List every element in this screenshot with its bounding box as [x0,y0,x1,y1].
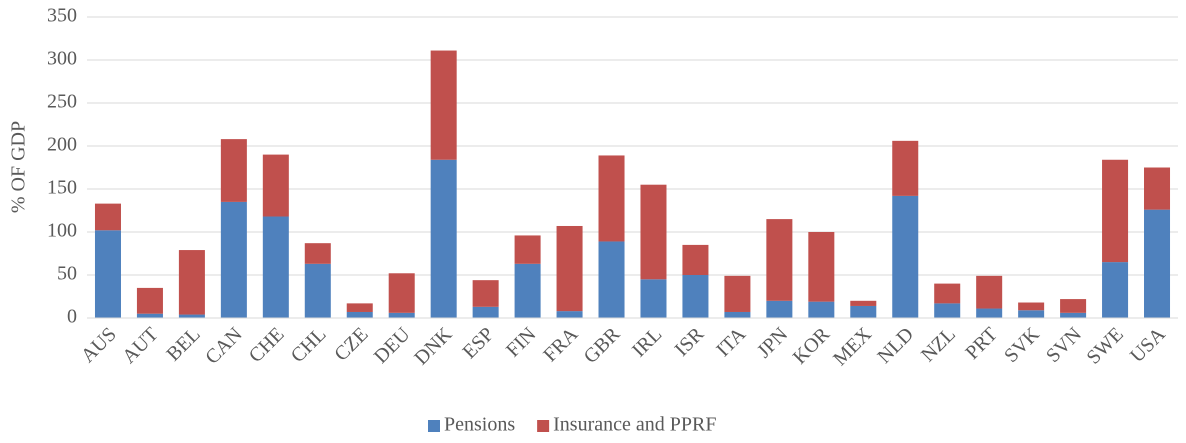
legend-label: Pensions [444,414,515,436]
bar-segment [724,275,751,312]
bar-segment [94,203,121,231]
bar-segment [472,280,499,307]
y-tick-label: 300 [47,48,77,70]
x-tick-label: ESP [458,323,498,363]
bar-segment [1144,167,1171,210]
x-tick-label: GBR [580,323,625,368]
y-tick-label: 150 [47,177,77,199]
bar-segment [892,195,919,318]
x-tick-label: IRL [628,323,666,361]
legend-label: Insurance and PPRF [553,414,716,436]
x-tick-label: KOR [789,323,835,369]
y-axis-label: % OF GDP [8,121,30,213]
x-tick-label: AUS [77,323,121,367]
x-tick-label: CHE [245,323,289,367]
bar-segment [220,139,247,202]
x-tick-label: BEL [162,323,204,365]
x-tick-label: USA [1126,323,1170,367]
bar-segment [388,273,415,313]
x-tick-label: SVN [1042,323,1086,367]
x-tick-label: DEU [370,323,415,368]
bar-segment [1060,312,1087,318]
bar-segment [682,244,709,275]
bar-segment [1144,209,1171,318]
bar-segment [766,300,793,318]
x-tick-label: DNK [410,323,457,370]
legend-swatch [537,420,550,432]
bar-segment [892,140,919,196]
bar-segment [430,50,457,160]
x-tick-label: NLD [873,323,918,368]
y-tick-label: 0 [67,306,77,328]
x-tick-label: PRT [961,323,1002,364]
bar-segment [388,312,415,318]
bar-segment [682,275,709,318]
bar-segment [514,263,541,318]
bar-segment [1102,262,1129,318]
bar-segment [346,303,373,312]
bar-segment [976,308,1003,318]
y-tick-label: 250 [47,91,77,113]
bar-segment [430,159,457,318]
x-tick-label: CHL [287,323,331,367]
bar-segment [178,314,205,318]
bar-segment [850,305,877,318]
bar-segment [1018,302,1045,311]
bar-segment [934,283,961,304]
y-tick-label: 50 [57,263,77,285]
y-tick-label: 100 [47,220,77,242]
x-tick-label: SWE [1082,323,1127,368]
bar-segment [640,184,667,280]
x-tick-label: FIN [502,323,540,361]
bar-segment [640,279,667,318]
bar-segment [1060,299,1087,313]
bar-segment [598,241,625,318]
bar-segment [598,155,625,242]
bar-segment [262,154,289,217]
bar-segment [808,232,835,302]
x-tick-label: ISR [671,323,709,361]
bar-segment [766,219,793,301]
x-tick-label: FRA [539,323,582,366]
bar-segment [514,235,541,264]
x-tick-label: CZE [330,323,372,365]
bar-segment [976,275,1003,309]
x-tick-label: AUT [118,323,163,368]
bar-segment [136,287,163,314]
x-tick-label: ITA [712,323,750,361]
bar-segment [556,311,583,318]
bar-segment [1018,310,1045,318]
bar-segment [808,301,835,318]
bar-segment [304,263,331,318]
bar-segment [136,313,163,318]
bar-segment [934,303,961,318]
x-tick-label: JPN [753,323,792,362]
bar-segment [556,225,583,312]
bar-segment [724,311,751,318]
legend-swatch [428,420,440,432]
x-tick-label: NZL [917,323,960,366]
y-tick-label: 200 [47,134,77,156]
x-tick-label: MEX [829,323,876,370]
x-tick-label: SVK [1000,323,1044,367]
bar-segment [178,250,205,315]
bar-segment [304,243,331,264]
bar-segment [94,230,121,318]
bar-segment [1102,159,1129,263]
bar-segment [472,306,499,318]
bar-segment [850,300,877,306]
y-tick-label: 350 [47,5,77,27]
bar-segment [346,311,373,318]
bar-segment [220,201,247,318]
bar-segment [262,216,289,318]
x-tick-label: CAN [201,323,246,368]
